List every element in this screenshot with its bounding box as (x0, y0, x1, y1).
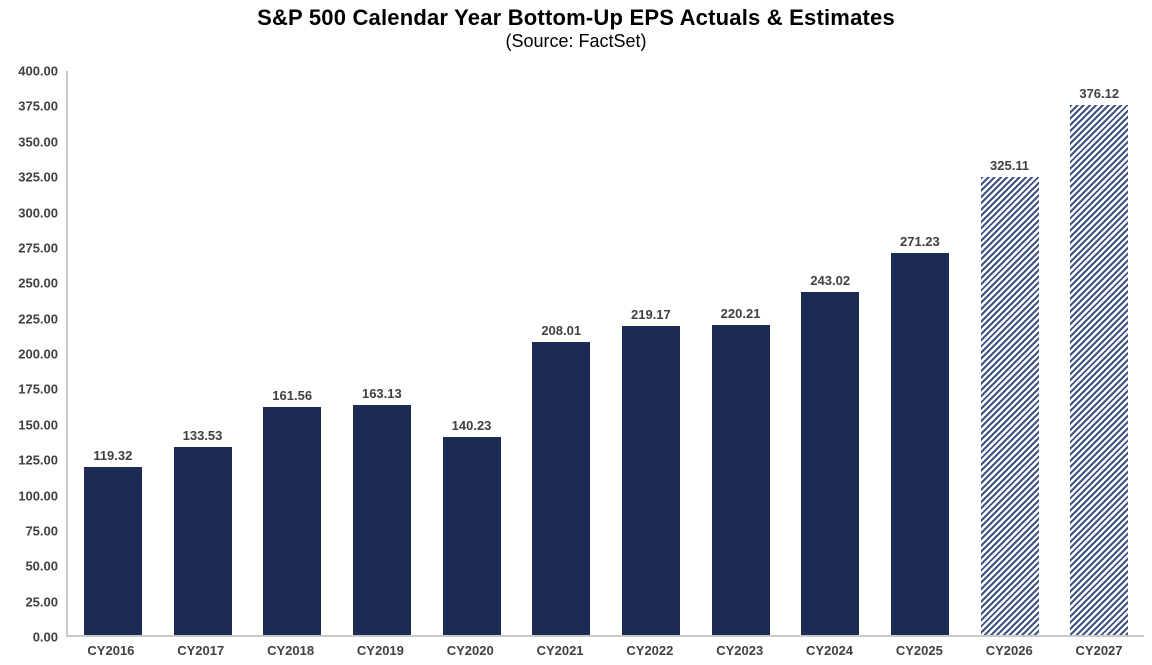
y-tick-label: 0.00 (32, 629, 58, 645)
bar-slot: 161.56 (247, 71, 337, 635)
bar-value-label: 243.02 (810, 273, 851, 289)
y-tick-label: 125.00 (18, 452, 58, 468)
bar-slot: 243.02 (785, 71, 875, 635)
x-tick-label: CY2018 (267, 643, 315, 658)
y-tick-label: 400.00 (18, 63, 58, 79)
y-tick-label: 325.00 (18, 169, 58, 185)
x-tick-label: CY2027 (1075, 643, 1123, 658)
bar-value-label: 208.01 (541, 322, 582, 338)
bars-container: 119.32 133.53 161.56 163.13 140.23 208.01 219.… (68, 71, 1144, 635)
bar-value-label: 133.53 (182, 427, 223, 443)
bar-cy2022 (621, 325, 680, 635)
y-tick-label: 75.00 (25, 523, 58, 539)
bar-slot: 220.21 (696, 71, 786, 635)
bar-slot: 271.23 (875, 71, 965, 635)
y-tick-label: 25.00 (25, 594, 58, 610)
bar-cy2023 (711, 324, 770, 635)
x-tick-label: CY2025 (895, 643, 943, 658)
bar-slot: 133.53 (158, 71, 248, 635)
plot-area: 119.32 133.53 161.56 163.13 140.23 208.01 219.… (66, 71, 1144, 637)
y-tick-label: 250.00 (18, 275, 58, 291)
bar-slot: 140.23 (427, 71, 517, 635)
bar-slot: 208.01 (516, 71, 606, 635)
y-tick-label: 150.00 (18, 417, 58, 433)
y-tick-label: 350.00 (18, 134, 58, 150)
y-axis: 400.00 375.00 350.00 325.00 300.00 275.00 250.… (0, 64, 58, 645)
x-tick-label: CY2026 (985, 643, 1033, 658)
x-tick-label: CY2021 (536, 643, 584, 658)
bar-value-label: 161.56 (272, 388, 313, 404)
chart-title: S&P 500 Calendar Year Bottom-Up EPS Actu… (257, 5, 895, 30)
x-tick-label: CY2017 (177, 643, 225, 658)
bar-value-label: 140.23 (451, 418, 492, 434)
bar-cy2019 (352, 405, 411, 635)
chart-subtitle: (Source: FactSet) (505, 31, 647, 51)
x-axis: CY2016 CY2017 CY2018 CY2019 CY2020 CY2021 CY20… (66, 643, 1144, 658)
bar-value-label: 119.32 (93, 447, 133, 463)
bar-cy2021 (532, 341, 591, 635)
x-tick-label: CY2016 (87, 643, 135, 658)
bar-value-label: 219.17 (630, 306, 671, 322)
bar-value-label: 271.23 (900, 233, 940, 249)
bar-slot: 163.13 (337, 71, 427, 635)
bar-cy2027 (1070, 104, 1129, 635)
y-tick-label: 300.00 (18, 205, 58, 220)
bar-cy2018 (263, 407, 322, 635)
bar-cy2025 (890, 252, 949, 635)
bar-cy2024 (801, 292, 860, 635)
bar-value-label: 220.21 (720, 305, 761, 321)
bar-value-label: 163.13 (361, 386, 402, 401)
bar-cy2016 (83, 466, 142, 635)
y-tick-label: 200.00 (18, 346, 58, 362)
bar-slot: 219.17 (606, 71, 696, 635)
bar-slot: 325.11 (965, 71, 1055, 635)
bar-slot: 119.32 (68, 71, 158, 635)
y-tick-label: 100.00 (18, 488, 58, 503)
bar-cy2017 (173, 446, 232, 635)
x-tick-label: CY2023 (716, 643, 764, 658)
y-tick-label: 275.00 (18, 240, 58, 256)
bar-value-label: 376.12 (1079, 85, 1120, 101)
y-tick-label: 50.00 (25, 558, 58, 574)
y-tick-label: 225.00 (18, 311, 58, 327)
bar-slot: 376.12 (1054, 71, 1144, 635)
bar-value-label: 325.11 (990, 157, 1030, 173)
x-tick-label: CY2019 (356, 643, 404, 658)
bar-cy2026 (980, 176, 1039, 635)
y-tick-label: 175.00 (18, 381, 58, 397)
bar-cy2020 (442, 437, 501, 635)
y-tick-label: 375.00 (18, 98, 58, 114)
x-tick-label: CY2022 (626, 643, 674, 658)
x-tick-label: CY2020 (446, 643, 494, 658)
x-tick-label: CY2024 (806, 643, 854, 658)
